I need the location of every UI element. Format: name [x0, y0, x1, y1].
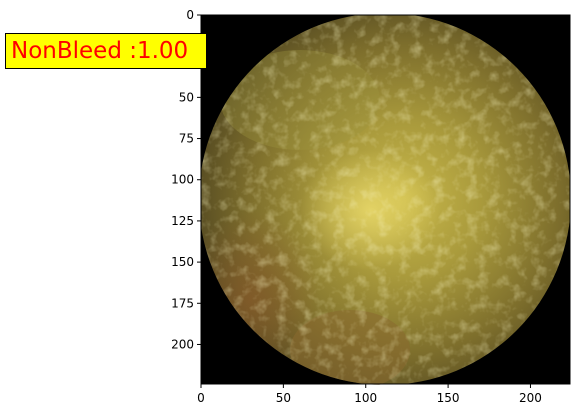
- x-tick-label: 0: [197, 391, 205, 405]
- y-tick-label: 175: [171, 296, 194, 310]
- y-tick-label: 100: [171, 173, 194, 187]
- y-tick-label: 0: [186, 8, 194, 22]
- prediction-label: NonBleed :1.00: [5, 33, 207, 69]
- x-axis: 0 50 100 150 200: [197, 384, 542, 405]
- y-tick-label: 50: [179, 90, 194, 104]
- endoscopy-image: [199, 15, 570, 385]
- y-tick-label: 125: [171, 214, 194, 228]
- x-tick-label: 200: [519, 391, 542, 405]
- y-tick-label: 200: [171, 337, 194, 351]
- y-tick-label: 150: [171, 255, 194, 269]
- x-tick-label: 150: [437, 391, 460, 405]
- y-tick-label: 75: [179, 132, 194, 146]
- x-tick-label: 50: [276, 391, 291, 405]
- axes-frame: [200, 14, 571, 385]
- x-tick-label: 100: [354, 391, 377, 405]
